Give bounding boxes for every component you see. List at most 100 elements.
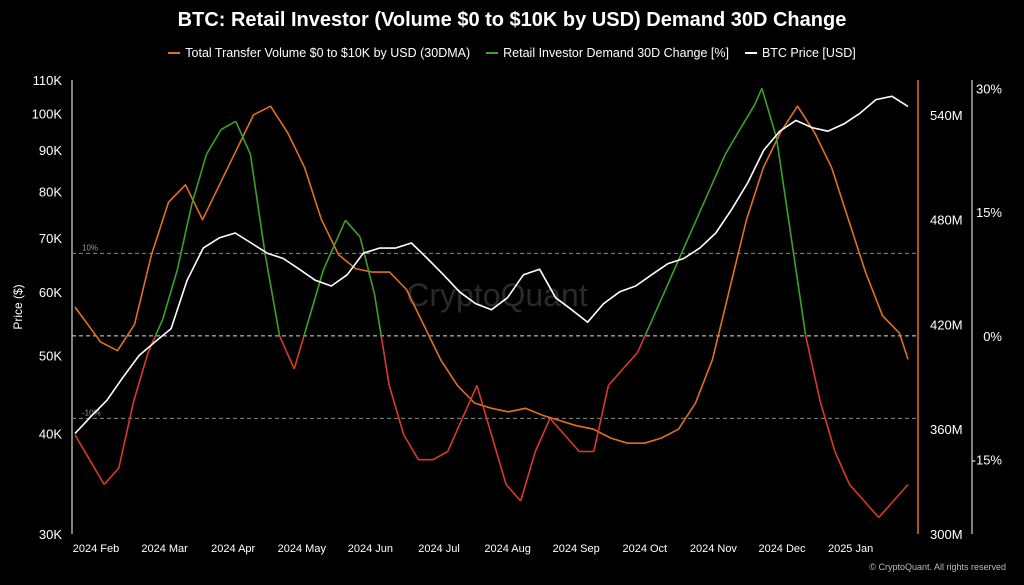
demand-series-segment (154, 319, 164, 337)
demand-series-segment (593, 385, 610, 452)
x-tick-label: 2024 Apr (211, 543, 255, 555)
demand-series-segment (161, 269, 179, 320)
y-axis-label: Price ($) (11, 284, 25, 329)
demand-series-segment (235, 120, 252, 155)
y-left-tick-label: 50K (39, 349, 62, 364)
legend-swatch-volume (168, 52, 181, 54)
demand-series-segment (534, 418, 551, 452)
chart-title: BTC: Retail Investor (Volume $0 to $10K … (177, 9, 847, 31)
legend: Total Transfer Volume $0 to $10K by USD … (0, 46, 1024, 60)
price-series-line (74, 95, 909, 435)
demand-series-segment (892, 483, 909, 502)
x-tick-label: 2024 Jun (348, 543, 393, 555)
demand-series-segment (753, 87, 763, 106)
x-tick-label: 2024 Aug (484, 543, 531, 555)
reference-lines: 10% -10% (72, 243, 918, 419)
legend-swatch-demand (486, 52, 499, 54)
demand-series-segment (220, 120, 237, 131)
y-left-tick-label: 70K (39, 231, 62, 246)
demand-series-segment (666, 252, 683, 287)
demand-series-segment (739, 104, 756, 130)
demand-series-segment (308, 269, 325, 320)
legend-label-demand: Retail Investor Demand 30D Change [%] (503, 46, 729, 60)
copyright: © CryptoQuant. All rights reserved (869, 562, 1006, 572)
demand-series-segment (176, 203, 193, 271)
demand-series-segment (264, 253, 281, 337)
demand-series-segment (636, 335, 646, 353)
demand-series-segment (88, 459, 105, 485)
demand-series-segment (775, 137, 792, 237)
demand-series-segment (476, 385, 493, 436)
demand-series-segment (103, 467, 120, 486)
x-tick-label: 2025 Jan (828, 543, 873, 555)
y-right-tick-label: -15% (972, 453, 1003, 468)
demand-series-segment (337, 219, 347, 238)
demand-series-segment (724, 129, 741, 155)
demand-series-segment (490, 434, 507, 485)
y-volume-tick-label: 360M (930, 422, 963, 437)
x-tick-label: 2024 Dec (758, 543, 806, 555)
ref-label-minus10: -10% (82, 408, 101, 417)
tick-labels: 110K 100K 90K 80K 70K 60K 50K 40K 30K 540M 480M 420… (32, 73, 1003, 555)
demand-series-segment (651, 286, 668, 320)
demand-series-segment (644, 319, 654, 337)
watermark: CryptoQuant (406, 277, 588, 313)
demand-series-segment (461, 385, 478, 419)
x-tick-label: 2024 Mar (141, 543, 188, 555)
legend-item-demand[interactable]: Retail Investor Demand 30D Change [%] (486, 46, 729, 60)
x-tick-label: 2024 Sep (553, 543, 600, 555)
demand-series-segment (804, 335, 822, 403)
y-left-tick-label: 30K (39, 527, 62, 542)
y-volume-tick-label: 540M (930, 108, 963, 123)
x-tick-label: 2024 Nov (690, 543, 738, 555)
y-right-tick-label: 30% (976, 81, 1002, 96)
demand-series-segment (505, 483, 522, 502)
y-left-tick-label: 60K (39, 285, 62, 300)
ref-label-10: 10% (82, 243, 98, 252)
demand-series-segment (322, 236, 339, 271)
demand-series-segment (819, 401, 836, 452)
legend-label-price: BTC Price [USD] (761, 46, 856, 60)
demand-series-segment (380, 335, 390, 386)
y-left-tick-label: 100K (32, 106, 63, 121)
demand-series-segment (205, 129, 222, 155)
demand-series-segment (446, 418, 464, 452)
legend-label-volume: Total Transfer Volume $0 to $10K by USD … (185, 46, 471, 60)
demand-series-segment (403, 434, 420, 461)
axes (71, 80, 973, 534)
demand-series-segment (344, 219, 361, 238)
demand-series-segment (563, 434, 580, 453)
demand-series-segment (695, 186, 712, 221)
demand-series-segment (293, 335, 305, 370)
y-volume-tick-label: 480M (930, 213, 963, 228)
y-right-tick-label: 15% (976, 205, 1002, 220)
demand-series-segment (863, 500, 880, 519)
demand-series-segment (74, 434, 91, 461)
demand-series-segment (432, 450, 449, 461)
y-left-tick-label: 110K (33, 73, 63, 88)
demand-series-segment (373, 294, 382, 337)
demand-series-segment (834, 451, 851, 485)
demand-series-segment (709, 153, 727, 188)
series-lines (74, 87, 909, 519)
demand-series-segment (191, 154, 208, 205)
volume-series-line (74, 105, 909, 444)
demand-series-segment (388, 385, 405, 436)
y-volume-tick-label: 420M (930, 317, 963, 332)
demand-series-segment (622, 351, 639, 370)
x-tick-label: 2024 Oct (622, 543, 667, 555)
demand-series-segment (549, 417, 566, 436)
demand-series-segment (359, 236, 376, 295)
demand-series-segment (249, 154, 266, 254)
demand-series-segment (607, 368, 624, 386)
x-tick-label: 2024 Feb (73, 543, 119, 555)
demand-series-segment (132, 352, 149, 403)
legend-item-volume[interactable]: Total Transfer Volume $0 to $10K by USD … (168, 46, 470, 60)
y-volume-tick-label: 300M (930, 527, 963, 542)
demand-series-segment (761, 88, 778, 139)
demand-series-segment (878, 500, 894, 519)
demand-series-segment (519, 451, 537, 502)
legend-item-price[interactable]: BTC Price [USD] (744, 46, 856, 60)
legend-swatch-price (744, 52, 757, 54)
